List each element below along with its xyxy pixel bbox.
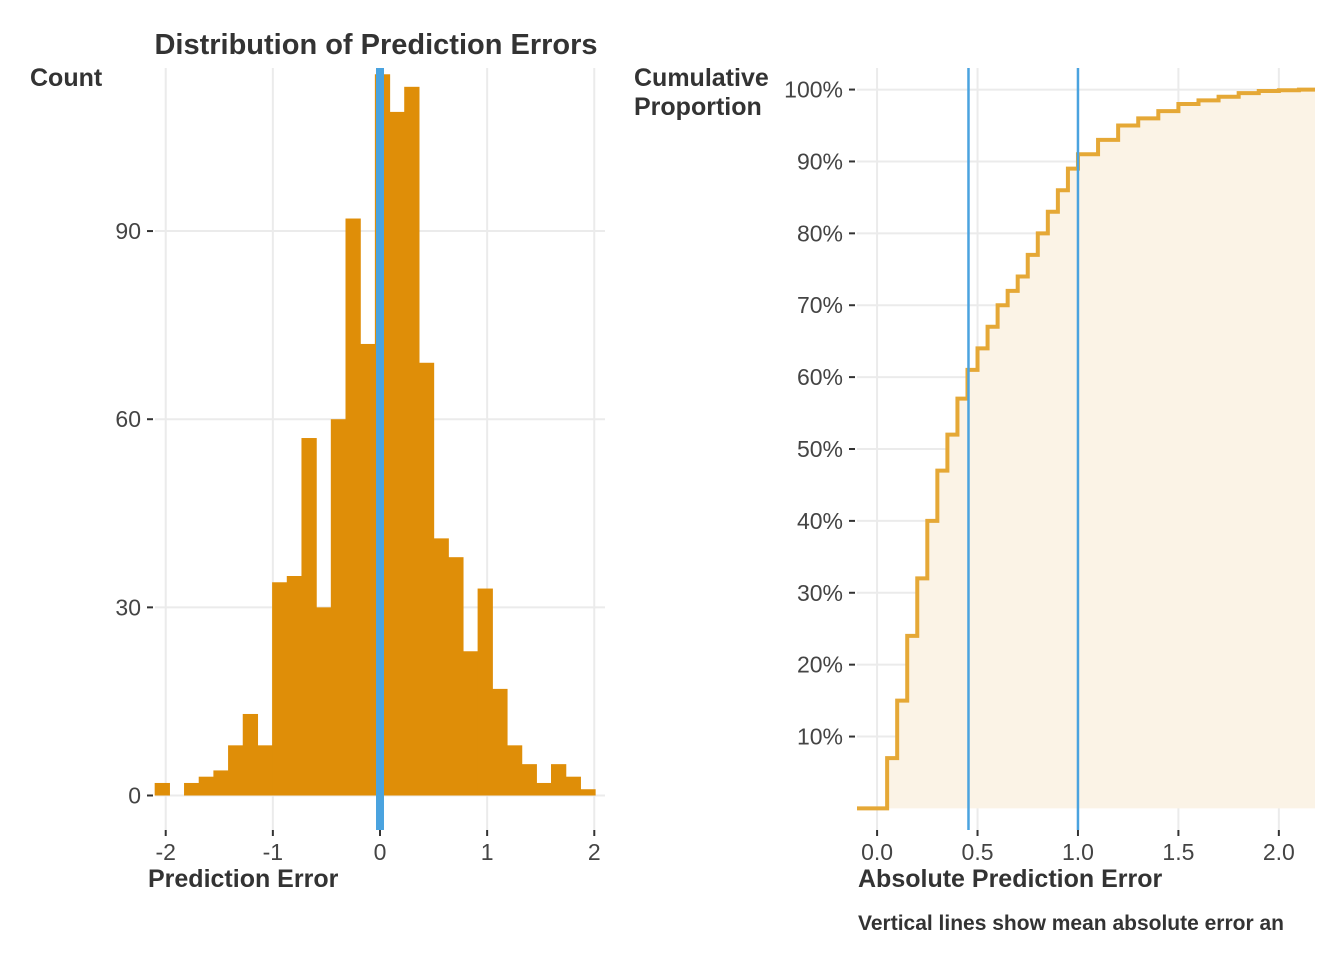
ecdf-y-tick-label: 90% — [797, 148, 843, 174]
ecdf-y-tick-label: 100% — [784, 77, 843, 103]
ecdf-y-tick-label: 40% — [797, 508, 843, 534]
histogram-bar — [198, 776, 214, 796]
histogram-panel: -2 -1 0 1 2 0 30 60 90 Distribution of Predicti… — [30, 29, 605, 893]
histogram-y-tick-label: 0 — [128, 783, 141, 809]
histogram-bar — [404, 86, 420, 796]
histogram-y-tick-label: 60 — [115, 406, 141, 432]
histogram-bar — [448, 557, 464, 796]
histogram-bar — [418, 362, 435, 796]
histogram-bar — [360, 343, 376, 796]
histogram-bar — [286, 576, 303, 796]
histogram-bar — [389, 111, 405, 796]
ecdf-x-axis-label: Absolute Prediction Error — [858, 865, 1162, 893]
histogram-bar — [301, 438, 317, 796]
histogram-bar — [316, 607, 332, 796]
ecdf-y-axis-label-line1: Cumulative — [634, 64, 769, 92]
histogram-bar — [184, 782, 200, 796]
ecdf-y-ticks: 10% 20% 30% 40% 50% 60% 70% 80% 90% 100% — [784, 77, 855, 750]
histogram-bar — [565, 776, 581, 796]
ecdf-panel: 0.0 0.5 1.0 1.5 2.0 10% 20% 30% 40% 50% 60% 70% 80%… — [634, 64, 1315, 935]
ecdf-x-tick-label: 1.5 — [1162, 839, 1194, 865]
ecdf-y-axis-label: Cumulative Proportion — [634, 64, 776, 121]
histogram-y-tick-label: 30 — [115, 594, 141, 620]
histogram-bar — [580, 789, 596, 796]
histogram-bar — [228, 745, 244, 796]
ecdf-y-tick-label: 80% — [797, 220, 843, 246]
ecdf-y-tick-label: 50% — [797, 436, 843, 462]
histogram-bars — [154, 74, 596, 796]
ecdf-x-tick-label: 1.0 — [1062, 839, 1094, 865]
histogram-bar — [272, 582, 288, 796]
histogram-x-tick-label: 0 — [374, 839, 387, 865]
ecdf-y-tick-label: 10% — [797, 724, 843, 750]
histogram-bar — [462, 651, 479, 796]
histogram-bar — [433, 538, 449, 796]
histogram-x-tick-label: -1 — [263, 839, 283, 865]
histogram-y-axis-label: Count — [30, 64, 103, 92]
histogram-bar — [257, 745, 273, 796]
histogram-bar — [506, 745, 523, 796]
histogram-bar — [345, 218, 361, 796]
histogram-x-tick-label: -2 — [155, 839, 175, 865]
ecdf-y-tick-label: 30% — [797, 580, 843, 606]
ecdf-y-tick-label: 70% — [797, 292, 843, 318]
ecdf-x-tick-label: 2.0 — [1263, 839, 1295, 865]
histogram-bar — [242, 713, 259, 796]
ecdf-y-tick-label: 20% — [797, 652, 843, 678]
histogram-bar — [477, 588, 493, 796]
histogram-bar — [521, 764, 537, 796]
histogram-bar — [330, 419, 347, 796]
histogram-y-ticks: 0 30 60 90 — [115, 218, 153, 809]
histogram-bar — [551, 764, 567, 796]
histogram-x-tick-label: 1 — [481, 839, 494, 865]
histogram-bar — [492, 688, 508, 796]
ecdf-x-tick-label: 0.5 — [962, 839, 994, 865]
ecdf-x-tick-label: 0.0 — [861, 839, 893, 865]
ecdf-caption: Vertical lines show mean absolute error … — [858, 912, 1284, 935]
ecdf-line — [857, 87, 1315, 811]
ecdf-vertical-lines — [967, 68, 1080, 830]
histogram-x-tick-label: 2 — [588, 839, 601, 865]
ecdf-y-axis-label-line2: Proportion — [634, 93, 762, 121]
histogram-x-axis-label: Prediction Error — [148, 865, 339, 893]
histogram-bar — [536, 782, 552, 796]
ecdf-y-tick-label: 60% — [797, 364, 843, 390]
histogram-bar — [213, 770, 229, 796]
ecdf-x-ticks: 0.0 0.5 1.0 1.5 2.0 — [861, 830, 1295, 865]
histogram-x-ticks: -2 -1 0 1 2 — [155, 830, 601, 865]
ecdf-area-fill — [857, 89, 1315, 809]
histogram-bar — [154, 782, 170, 796]
histogram-title: Distribution of Prediction Errors — [154, 29, 597, 61]
histogram-y-tick-label: 90 — [115, 218, 141, 244]
